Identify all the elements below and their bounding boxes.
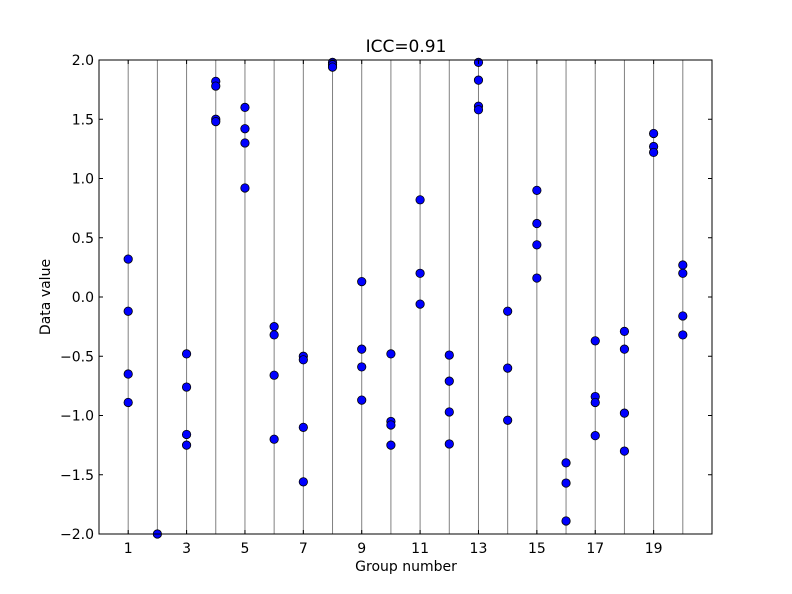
data-point	[181, 349, 192, 359]
data-point	[298, 355, 308, 365]
data-point	[590, 431, 600, 441]
group-lines	[127, 60, 684, 534]
data-point	[357, 395, 367, 405]
data-point	[619, 326, 630, 336]
data-point	[503, 415, 513, 425]
y-tick-label: −1.5	[60, 468, 94, 484]
data-point	[181, 429, 192, 440]
data-point	[123, 254, 133, 264]
data-point	[561, 516, 571, 526]
y-tick-label: 0.5	[72, 231, 94, 247]
x-tick-label: 11	[411, 541, 429, 557]
data-point	[181, 440, 192, 450]
data-point	[473, 75, 484, 85]
data-point	[123, 306, 133, 316]
x-tick-label: 7	[299, 541, 308, 557]
data-point	[211, 117, 221, 127]
data-point	[561, 478, 571, 488]
data-points	[123, 57, 688, 539]
data-point	[357, 362, 367, 372]
data-point	[240, 102, 250, 113]
y-tick-label: −2.0	[60, 527, 94, 543]
data-point	[240, 124, 250, 134]
x-tick-label: 13	[470, 541, 488, 557]
data-point	[444, 439, 454, 449]
data-point	[123, 397, 133, 408]
y-axis-label: Data value	[38, 259, 54, 335]
x-tick-label: 1	[124, 541, 133, 557]
y-tick-label: 1.0	[72, 172, 94, 188]
x-tick-label: 17	[586, 541, 604, 557]
data-point	[444, 376, 454, 386]
y-tick-label: −1.0	[60, 409, 94, 425]
data-point	[532, 185, 542, 195]
x-axis-label: Group number	[355, 559, 457, 575]
data-point	[561, 458, 571, 468]
data-point	[386, 440, 396, 450]
x-tick-label: 3	[182, 541, 191, 557]
y-tick-label: 0.0	[72, 290, 94, 306]
data-point	[678, 260, 688, 270]
data-point	[444, 350, 454, 360]
data-point	[240, 183, 250, 193]
x-tick-label: 19	[645, 541, 663, 557]
data-point	[357, 276, 367, 287]
data-point	[619, 344, 630, 354]
data-point	[532, 273, 542, 283]
x-tick-label: 9	[357, 541, 366, 557]
data-point	[211, 81, 221, 91]
data-point	[298, 477, 308, 487]
y-tick-label: 2.0	[72, 53, 94, 69]
data-point	[649, 128, 659, 139]
data-point	[269, 434, 279, 444]
data-point	[269, 330, 279, 340]
data-point	[327, 62, 338, 72]
data-point	[678, 268, 688, 278]
data-point	[181, 382, 192, 392]
data-point	[269, 322, 279, 332]
data-point	[649, 147, 659, 158]
data-point	[590, 397, 600, 408]
data-point	[503, 306, 513, 316]
data-point	[678, 330, 688, 340]
data-point	[619, 408, 630, 418]
data-point	[269, 370, 279, 380]
y-tick-label: −0.5	[60, 349, 94, 365]
data-point	[357, 344, 367, 354]
chart-title: ICC=0.91	[366, 37, 447, 57]
data-point	[415, 268, 425, 278]
data-point	[678, 311, 688, 321]
data-point	[415, 195, 425, 205]
data-point	[386, 349, 396, 359]
y-axis-ticks: −2.0 −1.5 −1.0 −0.5 0.0 0.5 1.0 1.5 2.0	[60, 53, 712, 543]
data-point	[444, 407, 454, 417]
data-point	[532, 218, 542, 229]
data-point	[123, 369, 133, 379]
data-point	[386, 420, 396, 430]
data-point	[590, 336, 600, 346]
x-tick-label: 15	[528, 541, 546, 557]
data-point	[619, 446, 630, 456]
data-point	[503, 363, 513, 373]
data-point	[532, 240, 542, 250]
y-tick-label: 1.5	[72, 112, 94, 128]
data-point	[240, 138, 250, 148]
data-point	[415, 299, 425, 309]
x-tick-label: 5	[240, 541, 249, 557]
data-point	[298, 422, 308, 432]
x-axis-ticks: 1 3 5 7 9 11 13 15 17 19	[124, 60, 663, 557]
data-point	[473, 105, 484, 115]
